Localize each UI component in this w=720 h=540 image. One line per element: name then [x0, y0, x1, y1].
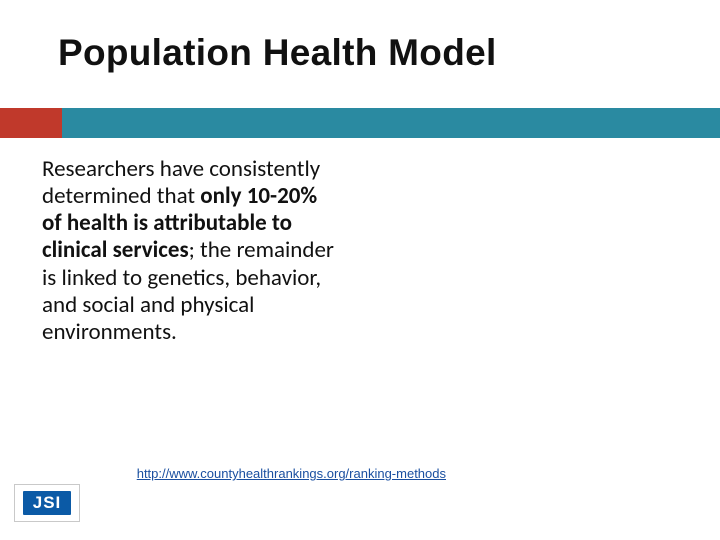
slide: Population Health Model Researchers have…	[0, 0, 720, 540]
source-link[interactable]: http://www.countyhealthrankings.org/rank…	[78, 466, 446, 481]
accent-bar-red	[0, 108, 62, 138]
body-paragraph: Researchers have consistently determined…	[42, 156, 342, 346]
slide-title: Population Health Model	[58, 32, 680, 74]
logo-badge: JSI	[14, 484, 80, 522]
title-container: Population Health Model	[58, 32, 680, 74]
accent-bar-teal	[62, 108, 720, 138]
body-text: Researchers have consistently determined…	[42, 156, 342, 346]
logo-text: JSI	[23, 491, 71, 515]
accent-bar	[0, 108, 720, 138]
